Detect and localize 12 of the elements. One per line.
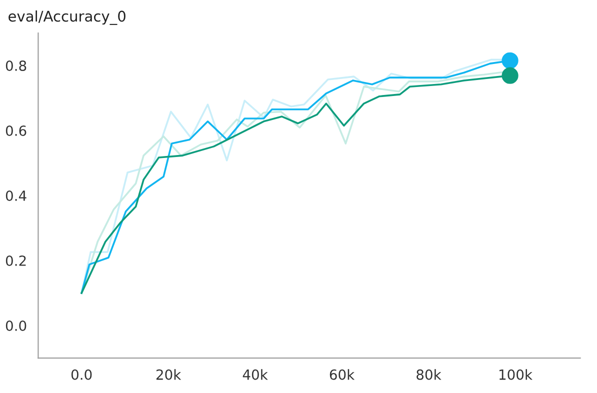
x-tick-label: 60k xyxy=(330,369,355,380)
x-tick-label: 80k xyxy=(416,369,442,380)
y-tick-label: 0.8 xyxy=(6,60,26,71)
chart-title: eval/Accuracy_0 xyxy=(8,10,126,25)
y-tick-label: 0.2 xyxy=(6,255,26,266)
y-tick-label: 0.0 xyxy=(6,320,26,331)
x-tick-label: 100k xyxy=(499,369,532,380)
x-tick-label: 0.0 xyxy=(71,369,92,380)
x-tick-label: 20k xyxy=(156,369,182,380)
x-tick-label: 40k xyxy=(242,369,268,380)
y-tick-label: 0.6 xyxy=(6,125,26,136)
y-tick-label: 0.4 xyxy=(6,190,26,201)
